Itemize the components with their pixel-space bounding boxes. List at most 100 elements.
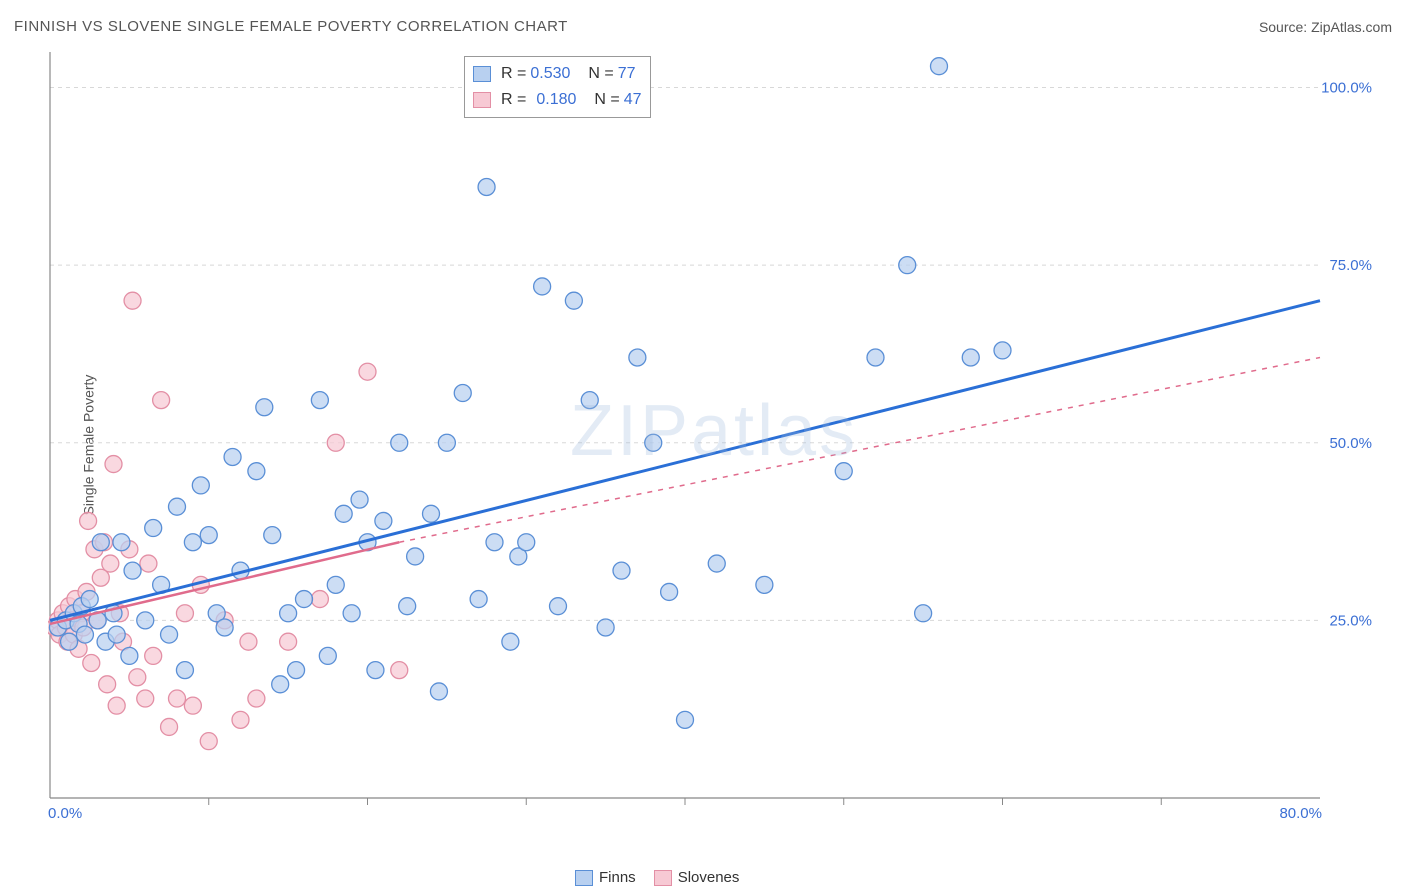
legend-label-slovenes: Slovenes xyxy=(678,869,740,886)
data-point xyxy=(288,662,305,679)
data-point xyxy=(280,605,297,622)
data-point xyxy=(327,576,344,593)
data-point xyxy=(176,605,193,622)
data-point xyxy=(581,392,598,409)
data-point xyxy=(343,605,360,622)
data-point xyxy=(184,534,201,551)
data-point xyxy=(137,612,154,629)
data-point xyxy=(311,392,328,409)
data-point xyxy=(76,626,93,643)
data-point xyxy=(391,434,408,451)
data-point xyxy=(108,697,125,714)
data-point xyxy=(280,633,297,650)
data-point xyxy=(518,534,535,551)
data-point xyxy=(613,562,630,579)
data-point xyxy=(867,349,884,366)
data-point xyxy=(915,605,932,622)
data-point xyxy=(240,633,257,650)
data-point xyxy=(232,711,249,728)
data-point xyxy=(677,711,694,728)
stats-legend-row-slovenes: R = 0.180 N = 47 xyxy=(473,87,642,113)
data-point xyxy=(311,591,328,608)
legend-item-slovenes: Slovenes xyxy=(654,869,740,886)
source-attribution: Source: ZipAtlas.com xyxy=(1259,19,1392,35)
swatch-finns xyxy=(473,66,491,82)
data-point xyxy=(756,576,773,593)
data-point xyxy=(161,626,178,643)
data-point xyxy=(899,257,916,274)
svg-text:80.0%: 80.0% xyxy=(1279,805,1322,822)
data-point xyxy=(256,399,273,416)
data-point xyxy=(200,527,217,544)
data-point xyxy=(565,292,582,309)
series-legend: Finns Slovenes xyxy=(575,869,739,886)
data-point xyxy=(184,697,201,714)
data-point xyxy=(108,626,125,643)
svg-text:25.0%: 25.0% xyxy=(1329,612,1372,629)
data-point xyxy=(645,434,662,451)
data-point xyxy=(264,527,281,544)
data-point xyxy=(359,363,376,380)
data-point xyxy=(124,292,141,309)
data-point xyxy=(399,598,416,615)
data-point xyxy=(375,512,392,529)
data-point xyxy=(486,534,503,551)
data-point xyxy=(597,619,614,636)
data-point xyxy=(629,349,646,366)
data-point xyxy=(391,662,408,679)
data-point xyxy=(454,385,471,402)
data-point xyxy=(962,349,979,366)
data-point xyxy=(99,676,116,693)
data-point xyxy=(121,647,138,664)
data-point xyxy=(145,520,162,537)
data-point xyxy=(534,278,551,295)
data-point xyxy=(661,583,678,600)
data-point xyxy=(129,669,146,686)
swatch-slovenes-icon xyxy=(654,870,672,886)
data-point xyxy=(550,598,567,615)
data-point xyxy=(335,505,352,522)
data-point xyxy=(248,690,265,707)
data-point xyxy=(61,633,78,650)
data-point xyxy=(92,534,109,551)
data-point xyxy=(113,534,130,551)
svg-text:75.0%: 75.0% xyxy=(1329,257,1372,274)
data-point xyxy=(124,562,141,579)
data-point xyxy=(931,58,948,75)
data-point xyxy=(153,392,170,409)
data-point xyxy=(137,690,154,707)
data-point xyxy=(708,555,725,572)
data-point xyxy=(478,178,495,195)
data-point xyxy=(319,647,336,664)
data-point xyxy=(430,683,447,700)
data-point xyxy=(327,434,344,451)
swatch-finns-icon xyxy=(575,870,593,886)
data-point xyxy=(140,555,157,572)
data-point xyxy=(367,662,384,679)
data-point xyxy=(169,498,186,515)
data-point xyxy=(83,655,100,672)
data-point xyxy=(224,448,241,465)
data-point xyxy=(502,633,519,650)
data-point xyxy=(169,690,186,707)
data-point xyxy=(200,733,217,750)
swatch-slovenes xyxy=(473,92,491,108)
data-point xyxy=(81,591,98,608)
data-point xyxy=(80,512,97,529)
svg-text:0.0%: 0.0% xyxy=(48,805,82,822)
data-point xyxy=(176,662,193,679)
chart-title: FINNISH VS SLOVENE SINGLE FEMALE POVERTY… xyxy=(14,18,568,35)
stats-legend-row-finns: R = 0.530 N = 77 xyxy=(473,61,642,87)
data-point xyxy=(105,456,122,473)
data-point xyxy=(216,619,233,636)
scatter-plot: 25.0%50.0%75.0%100.0%0.0%80.0% xyxy=(48,50,1378,840)
data-point xyxy=(145,647,162,664)
data-point xyxy=(994,342,1011,359)
data-point xyxy=(423,505,440,522)
data-point xyxy=(272,676,289,693)
chart-container: Single Female Poverty 25.0%50.0%75.0%100… xyxy=(48,50,1378,840)
legend-label-finns: Finns xyxy=(599,869,636,886)
data-point xyxy=(192,477,209,494)
data-point xyxy=(102,555,119,572)
data-point xyxy=(407,548,424,565)
